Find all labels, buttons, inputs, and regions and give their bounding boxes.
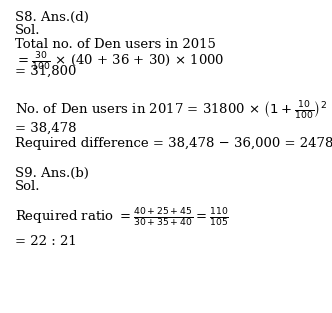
Text: Sol.: Sol. (15, 24, 41, 38)
Text: Sol.: Sol. (15, 180, 41, 193)
Text: = 38,478: = 38,478 (15, 122, 76, 135)
Text: Required ratio $= \frac{40+25+45}{30+35+40} = \frac{110}{105}$: Required ratio $= \frac{40+25+45}{30+35+… (15, 207, 229, 229)
Text: S8. Ans.(d): S8. Ans.(d) (15, 11, 89, 24)
Text: S9. Ans.(b): S9. Ans.(b) (15, 167, 89, 180)
Text: Required difference = 38,478 − 36,000 = 2478: Required difference = 38,478 − 36,000 = … (15, 137, 332, 150)
Text: $=\frac{30}{100}$ $\times$ (40 + 36 + 30) $\times$ 1000: $=\frac{30}{100}$ $\times$ (40 + 36 + 30… (15, 51, 224, 73)
Text: No. of Den users in 2017 = 31800 $\times$ $\left(1 + \frac{10}{100}\right)^{2}$: No. of Den users in 2017 = 31800 $\times… (15, 100, 327, 121)
Text: = 31,800: = 31,800 (15, 65, 76, 78)
Text: Total no. of Den users in 2015: Total no. of Den users in 2015 (15, 38, 216, 51)
Text: = 22 : 21: = 22 : 21 (15, 235, 77, 248)
